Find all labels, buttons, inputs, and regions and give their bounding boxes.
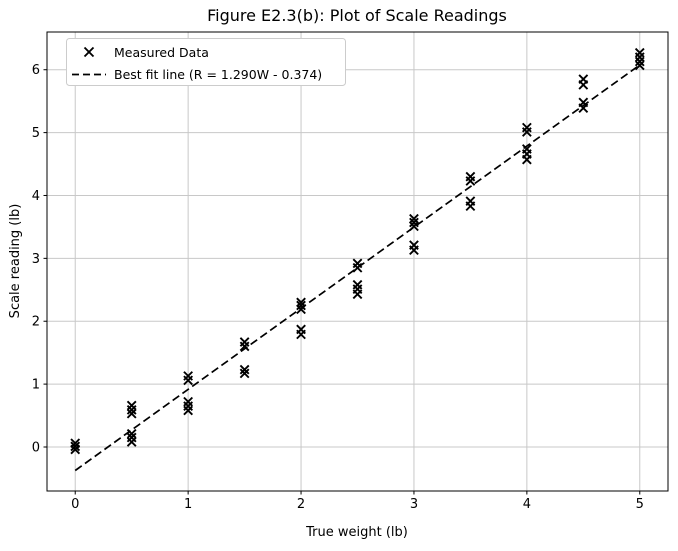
legend-label-best-fit: Best fit line (R = 1.290W - 0.374) — [114, 67, 322, 82]
x-tick-label: 2 — [297, 497, 305, 512]
data-point-x-marker — [634, 60, 645, 71]
data-point-x-marker — [409, 245, 419, 256]
data-point-x-marker — [409, 213, 419, 224]
data-point-x-marker — [352, 289, 363, 300]
chart-title: Figure E2.3(b): Plot of Scale Readings — [207, 6, 507, 25]
y-tick-label: 0 — [32, 440, 40, 455]
data-point-x-marker — [521, 154, 532, 165]
y-tick-label: 4 — [32, 189, 40, 204]
x-axis-label: True weight (lb) — [305, 525, 408, 540]
axis-ticks — [43, 69, 641, 495]
gridlines — [47, 32, 668, 491]
x-marker-icon — [83, 46, 95, 58]
y-tick-label: 5 — [32, 126, 40, 141]
data-point-x-marker — [183, 405, 194, 416]
y-tick-label: 2 — [32, 315, 40, 330]
data-point-x-marker — [70, 441, 81, 452]
legend: Measured Data Best fit line (R = 1.290W … — [66, 38, 346, 86]
data-point-x-marker — [239, 364, 250, 375]
data-point-x-marker — [296, 300, 306, 311]
y-tick-label: 1 — [32, 378, 40, 393]
measured-data-markers — [70, 47, 645, 455]
data-point-x-marker — [183, 375, 194, 386]
y-tick-label: 3 — [32, 252, 40, 267]
y-axis-label: Scale reading (lb) — [8, 204, 23, 319]
data-point-x-marker — [126, 428, 137, 439]
best-fit-line — [74, 64, 641, 472]
data-point-x-marker — [521, 127, 532, 137]
data-point-x-marker — [465, 176, 476, 186]
data-point-x-marker — [296, 304, 306, 315]
data-point-x-marker — [578, 103, 589, 113]
plot-area-frame — [46, 31, 669, 492]
data-point-x-marker — [296, 329, 306, 340]
x-tick-labels: 0 1 2 3 4 5 — [71, 497, 644, 512]
data-point-x-marker — [352, 262, 363, 273]
y-tick-labels: 0 1 2 3 4 5 6 — [32, 63, 40, 455]
x-tick-label: 1 — [184, 497, 192, 512]
data-point-x-marker — [239, 368, 250, 379]
data-point-x-marker — [239, 341, 250, 352]
data-point-x-marker — [126, 405, 137, 415]
data-point-x-marker — [578, 79, 589, 90]
data-point-x-marker — [409, 217, 419, 228]
data-point-x-marker — [126, 408, 137, 419]
x-tick-label: 4 — [523, 497, 531, 512]
legend-box — [66, 38, 346, 86]
x-tick-label: 0 — [71, 497, 79, 512]
x-tick-label: 3 — [410, 497, 418, 512]
y-tick-label: 6 — [32, 63, 40, 78]
legend-label-measured-data: Measured Data — [114, 45, 209, 60]
data-point-x-marker — [634, 56, 645, 67]
data-point-x-marker — [126, 437, 137, 447]
data-point-x-marker — [409, 221, 419, 232]
data-point-x-marker — [465, 201, 476, 212]
x-tick-label: 5 — [636, 497, 644, 512]
data-point-x-marker — [70, 444, 81, 455]
